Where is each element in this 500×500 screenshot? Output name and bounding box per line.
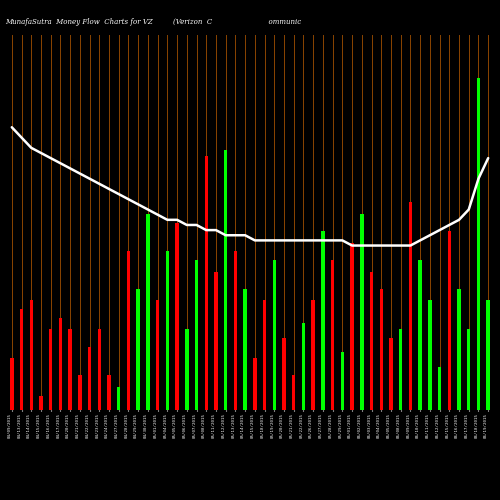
Bar <box>117 387 120 410</box>
Bar <box>408 202 412 410</box>
Bar <box>331 260 334 410</box>
Bar <box>253 358 256 410</box>
Bar <box>136 289 140 410</box>
Bar <box>185 329 188 410</box>
Bar <box>10 358 14 410</box>
Bar <box>166 252 169 410</box>
Bar <box>399 329 402 410</box>
Bar <box>244 289 247 410</box>
Bar <box>234 252 237 410</box>
Bar <box>108 376 110 410</box>
Bar <box>68 329 72 410</box>
Bar <box>370 272 373 410</box>
Bar <box>78 376 82 410</box>
Bar <box>214 272 218 410</box>
Bar <box>195 260 198 410</box>
Bar <box>30 300 33 410</box>
Bar <box>380 289 383 410</box>
Bar <box>418 260 422 410</box>
Bar <box>350 242 354 410</box>
Bar <box>127 252 130 410</box>
Bar <box>146 214 150 410</box>
Bar <box>272 260 276 410</box>
Bar <box>176 222 179 410</box>
Bar <box>312 300 315 410</box>
Bar <box>282 338 286 410</box>
Bar <box>360 214 364 410</box>
Bar <box>458 289 460 410</box>
Bar <box>467 329 470 410</box>
Bar <box>49 329 52 410</box>
Bar <box>263 300 266 410</box>
Bar <box>40 396 42 410</box>
Bar <box>438 366 442 410</box>
Bar <box>428 300 432 410</box>
Bar <box>486 300 490 410</box>
Bar <box>321 231 324 410</box>
Bar <box>302 324 305 410</box>
Bar <box>156 300 160 410</box>
Bar <box>390 338 392 410</box>
Bar <box>477 78 480 410</box>
Bar <box>20 309 23 410</box>
Bar <box>448 231 451 410</box>
Bar <box>58 318 62 410</box>
Bar <box>224 150 228 410</box>
Bar <box>292 376 296 410</box>
Bar <box>204 156 208 410</box>
Bar <box>340 352 344 410</box>
Text: MunafaSutra  Money Flow  Charts for VZ         (Verizon  C                      : MunafaSutra Money Flow Charts for VZ (Ve… <box>5 18 301 25</box>
Bar <box>98 329 101 410</box>
Bar <box>88 346 92 410</box>
